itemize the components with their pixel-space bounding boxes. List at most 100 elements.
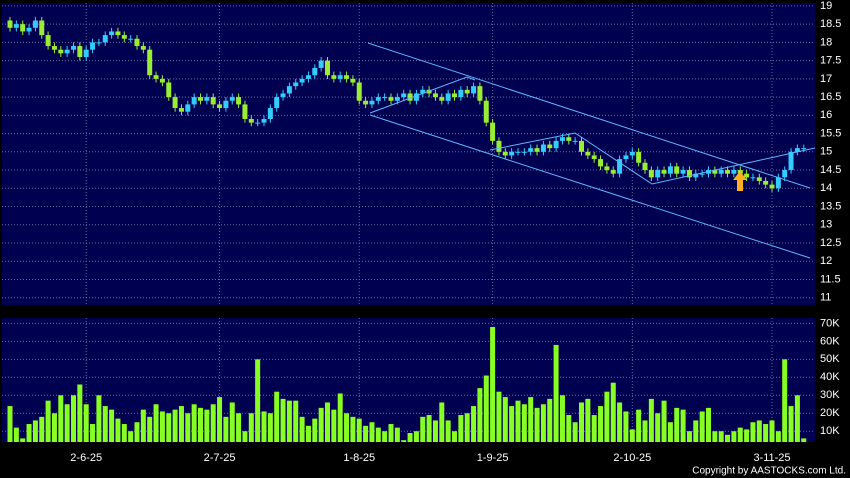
volume-bar [45,400,51,442]
candle-body [426,89,432,94]
volume-bar [39,416,45,442]
candle-body [413,93,419,101]
volume-bar [64,404,70,442]
candle-body [502,151,508,156]
signal-arrow [733,171,747,191]
candle-body [534,148,540,152]
trend-line [369,114,811,259]
candle-body [585,151,591,156]
volume-bar [420,416,426,442]
volume-bar [598,406,604,442]
volume-bar [737,427,743,442]
volume-bar [623,411,629,442]
candle-body [445,93,451,101]
candle-body [744,173,750,178]
candle-body [280,93,286,98]
volume-bar [229,402,235,442]
candle-body [540,144,546,152]
candle-body [718,170,724,174]
volume-tick-label: 30K [820,389,840,401]
candle-body [388,97,394,101]
candle-body [178,108,184,112]
candle-body [566,137,572,141]
volume-bar [128,431,134,442]
volume-bar [382,431,388,442]
volume-bar [286,400,292,442]
y-tick-label: 16.5 [820,91,841,103]
candle-body [382,97,388,99]
volume-bar [217,397,223,442]
candle-body [13,24,19,28]
volume-bar [267,413,273,442]
volume-bar [280,398,286,442]
volume-bar [667,422,673,442]
volume-bar [515,400,521,442]
volume-bar [394,427,400,442]
candle-body [617,159,623,174]
volume-bar [521,404,527,442]
y-tick-label: 19 [820,0,832,12]
volume-bar [261,411,267,442]
candle-body [90,42,96,50]
volume-tick-label: 40K [820,371,840,383]
candle-body [432,93,438,98]
volume-bar [109,409,115,442]
volume-bar [559,395,565,442]
y-tick-label: 17.5 [820,55,841,67]
volume-bar [693,420,699,442]
volume-bar [83,404,89,442]
volume-bar [794,395,800,442]
candle-body [483,100,489,123]
volume-bar [490,326,496,442]
x-tick-label: 1-9-25 [477,452,509,464]
volume-bar [312,418,318,442]
candle-body [655,170,661,178]
candle-body [20,24,26,32]
volume-bar [731,431,737,442]
volume-bar [26,424,32,442]
volume-bar [553,344,559,442]
volume-bar [585,398,591,442]
volume-bar [305,425,311,442]
volume-bar [223,416,229,442]
volume-bar [636,409,642,442]
y-tick-label: 16 [820,109,832,121]
candle-body [236,97,242,105]
volume-bar [274,391,280,442]
volume-bar [642,420,648,442]
candle-body [788,151,794,171]
candle-body [528,148,534,152]
volume-bar [674,407,680,442]
candle-body [680,170,686,174]
y-tick-label: 11.5 [820,273,841,285]
copyright: Copyright by AASTOCKS.com Ltd. [692,466,846,477]
candle-body [553,140,559,149]
candle-body [642,162,648,171]
y-tick-label: 14.5 [820,164,841,176]
candle-body [109,31,115,36]
candle-body [71,46,76,50]
volume-bar [680,409,686,442]
candle-body [51,46,57,50]
candle-body [305,75,311,79]
trend-line [369,76,476,114]
volume-bar [763,424,769,442]
volume-bar [426,415,432,442]
volume-bar [718,431,724,442]
volume-bar [204,409,210,442]
candle-body [96,42,102,44]
candle-body [261,118,267,123]
volume-bar [661,400,667,442]
y-tick-label: 15.5 [820,127,841,139]
candle-body [699,173,705,175]
volume-bar [178,406,184,442]
candle-body [661,170,667,174]
candle-body [229,97,235,101]
candle-body [26,27,32,32]
candle-body [159,78,165,83]
volume-bar [788,406,794,442]
candle-body [204,97,210,101]
candle-body [439,97,445,101]
volume-bar [102,406,108,442]
candle-body [693,173,699,178]
